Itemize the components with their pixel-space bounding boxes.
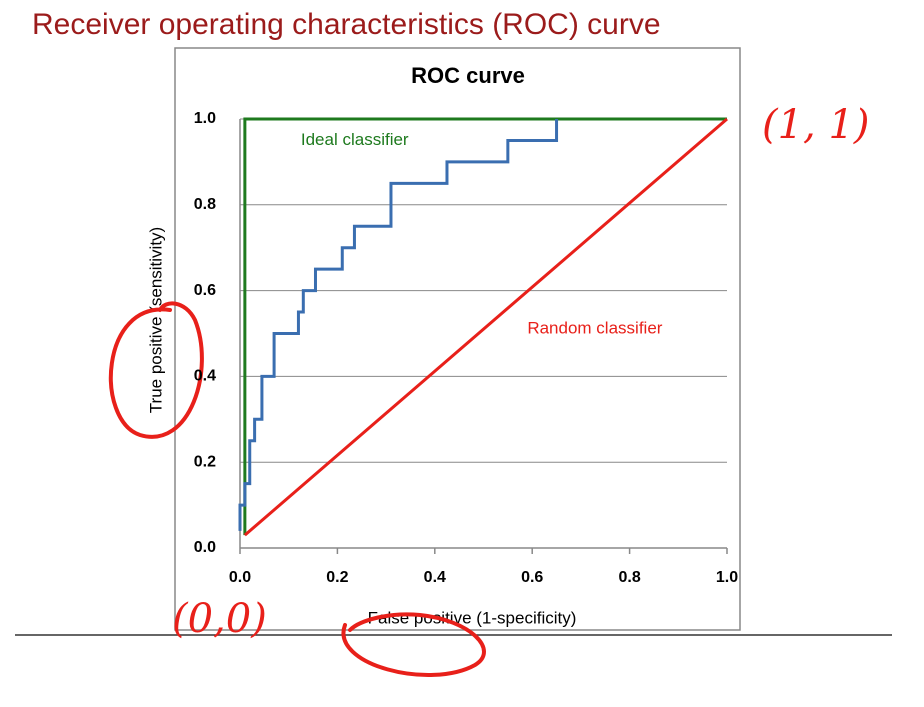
pen-circle xyxy=(108,301,204,439)
x-tick-label: 0.4 xyxy=(424,569,446,586)
pen-circle xyxy=(341,612,486,677)
y-tick-label: 0.8 xyxy=(194,196,216,213)
slide-title: Receiver operating characteristics (ROC)… xyxy=(32,8,661,41)
x-tick-label: 0.0 xyxy=(229,569,251,586)
y-axis-label: True positive (sensitivity) xyxy=(146,227,165,413)
y-tick-label: 0.6 xyxy=(194,282,216,299)
handwritten-note: (0,0) xyxy=(172,596,267,642)
x-tick-label: 1.0 xyxy=(716,569,738,586)
series-line xyxy=(238,119,559,531)
x-axis-label: False positive (1-specificity) xyxy=(368,608,577,627)
pen-marks xyxy=(108,301,486,677)
chart-frame xyxy=(174,47,741,631)
series-label: Ideal classifier xyxy=(301,130,409,149)
series-line xyxy=(243,117,728,537)
x-tick-label: 0.2 xyxy=(326,569,348,586)
y-tick-label: 1.0 xyxy=(194,110,216,127)
chart-title: ROC curve xyxy=(411,63,525,88)
handwritten-note: (1, 1) xyxy=(762,102,870,148)
series-label: Random classifier xyxy=(527,319,662,338)
series-line xyxy=(243,117,727,536)
x-tick-label: 0.8 xyxy=(618,569,640,586)
y-tick-label: 0.2 xyxy=(194,453,216,470)
y-tick-label: 0.4 xyxy=(194,368,216,385)
x-tick-label: 0.6 xyxy=(521,569,543,586)
y-tick-label: 0.0 xyxy=(194,539,216,556)
